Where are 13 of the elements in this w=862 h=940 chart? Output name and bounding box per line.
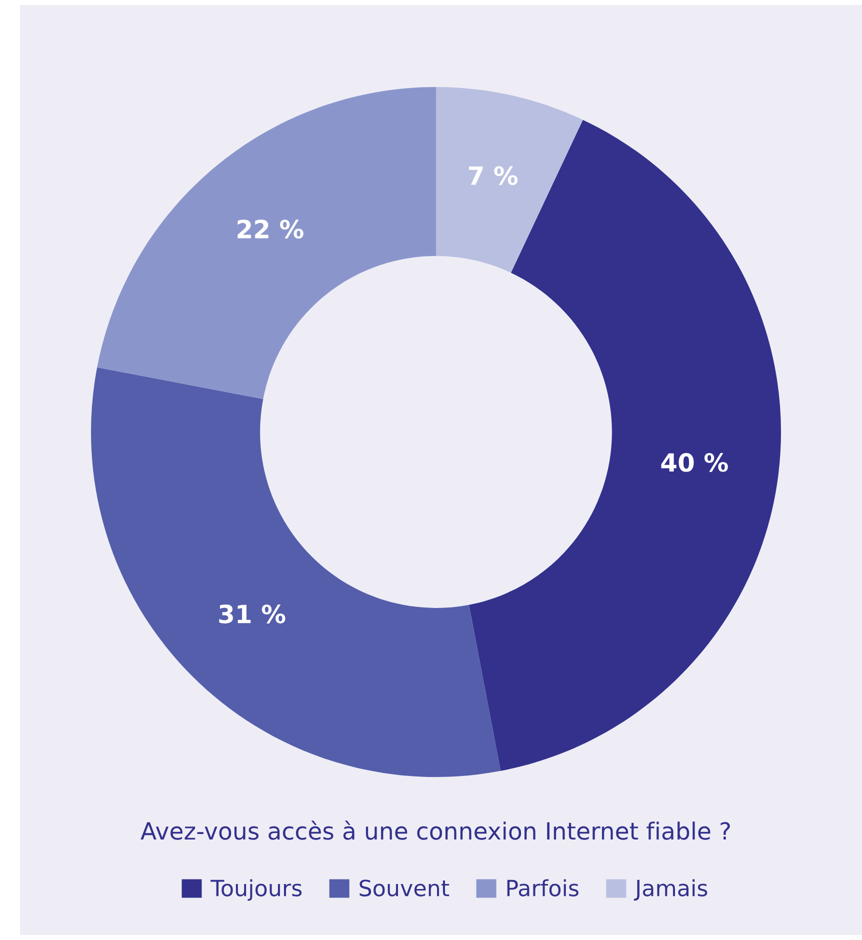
- data-label: 31 %: [219, 604, 286, 624]
- data-label: 7 %: [468, 166, 518, 186]
- data-label: 40 %: [661, 452, 728, 472]
- donut-slice: [91, 367, 501, 777]
- text: Avez-vous accès à une connexion Internet fiable ?: [140, 820, 730, 840]
- donut-slice: [436, 87, 583, 273]
- legend-label: Toujours: [210, 879, 302, 901]
- legend-label: Souvent: [360, 880, 450, 896]
- legend-label: Parfois: [507, 879, 578, 896]
- data-label: 22 %: [238, 220, 304, 239]
- donut-slice: [468, 120, 781, 771]
- legend-label: Jamais: [634, 879, 708, 901]
- donut-slice: [97, 87, 436, 400]
